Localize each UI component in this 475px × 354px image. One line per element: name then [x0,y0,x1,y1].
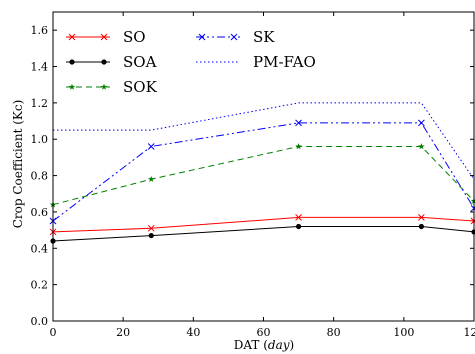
x-tick-label: 40 [186,326,200,339]
y-tick-label: 1.4 [31,61,49,74]
legend-label-sk: SK [253,28,275,46]
data-point-sk [418,119,425,127]
x-axis-label: DAT (day) [234,338,294,352]
data-point-sok [148,175,155,182]
legend-marker-soa [101,59,107,65]
data-point-soa [148,232,154,239]
series-line-pm-fao [53,102,475,180]
legend-label-soa: SOA [123,53,157,71]
legend: SO SOA SOK SK PM-FAO [66,28,316,96]
x-tick-label: 0 [50,326,57,339]
legend-marker-sk [230,33,238,41]
y-tick-label: 0.0 [31,315,49,328]
data-point-so [147,224,155,232]
legend-label-pm-fao: PM-FAO [253,53,316,71]
legend-label-so: SO [123,28,146,46]
x-tick-label: 120 [464,326,475,339]
legend-marker-sok [68,83,76,90]
legend-label-sok: SOK [123,78,158,96]
legend-marker-soa [69,59,75,65]
series-line-so [52,216,475,233]
data-point-sok [295,143,302,150]
data-point-so [295,214,302,221]
data-point-sk [295,119,302,127]
x-tick-label: 100 [393,326,414,339]
y-tick-label: 0.6 [31,206,49,219]
data-point-soa [418,223,424,230]
legend-marker-so [68,33,76,41]
series-line-soa [52,226,475,242]
series-line-sok [52,146,475,206]
series-line-sk [52,122,475,222]
x-tick-label: 80 [327,326,341,339]
data-point-so [418,214,425,221]
data-point-sk [147,143,155,150]
y-tick-label: 0.8 [31,170,49,183]
legend-marker-sok [100,83,108,90]
y-tick-label: 1.0 [31,133,49,146]
data-point-sok [418,143,425,150]
y-tick-label: 1.2 [31,97,49,110]
x-tick-label: 20 [116,326,130,339]
y-tick-label: 0.4 [31,242,49,255]
y-axis-label: Crop Coefficient (Kc) [11,100,25,229]
legend-marker-so [100,33,108,41]
plot-frame [52,11,475,322]
x-tick-label: 60 [257,326,271,339]
y-tick-label: 0.2 [31,279,49,292]
y-tick-label: 1.6 [31,24,49,37]
data-point-soa [295,223,302,230]
legend-marker-sk [198,33,206,41]
